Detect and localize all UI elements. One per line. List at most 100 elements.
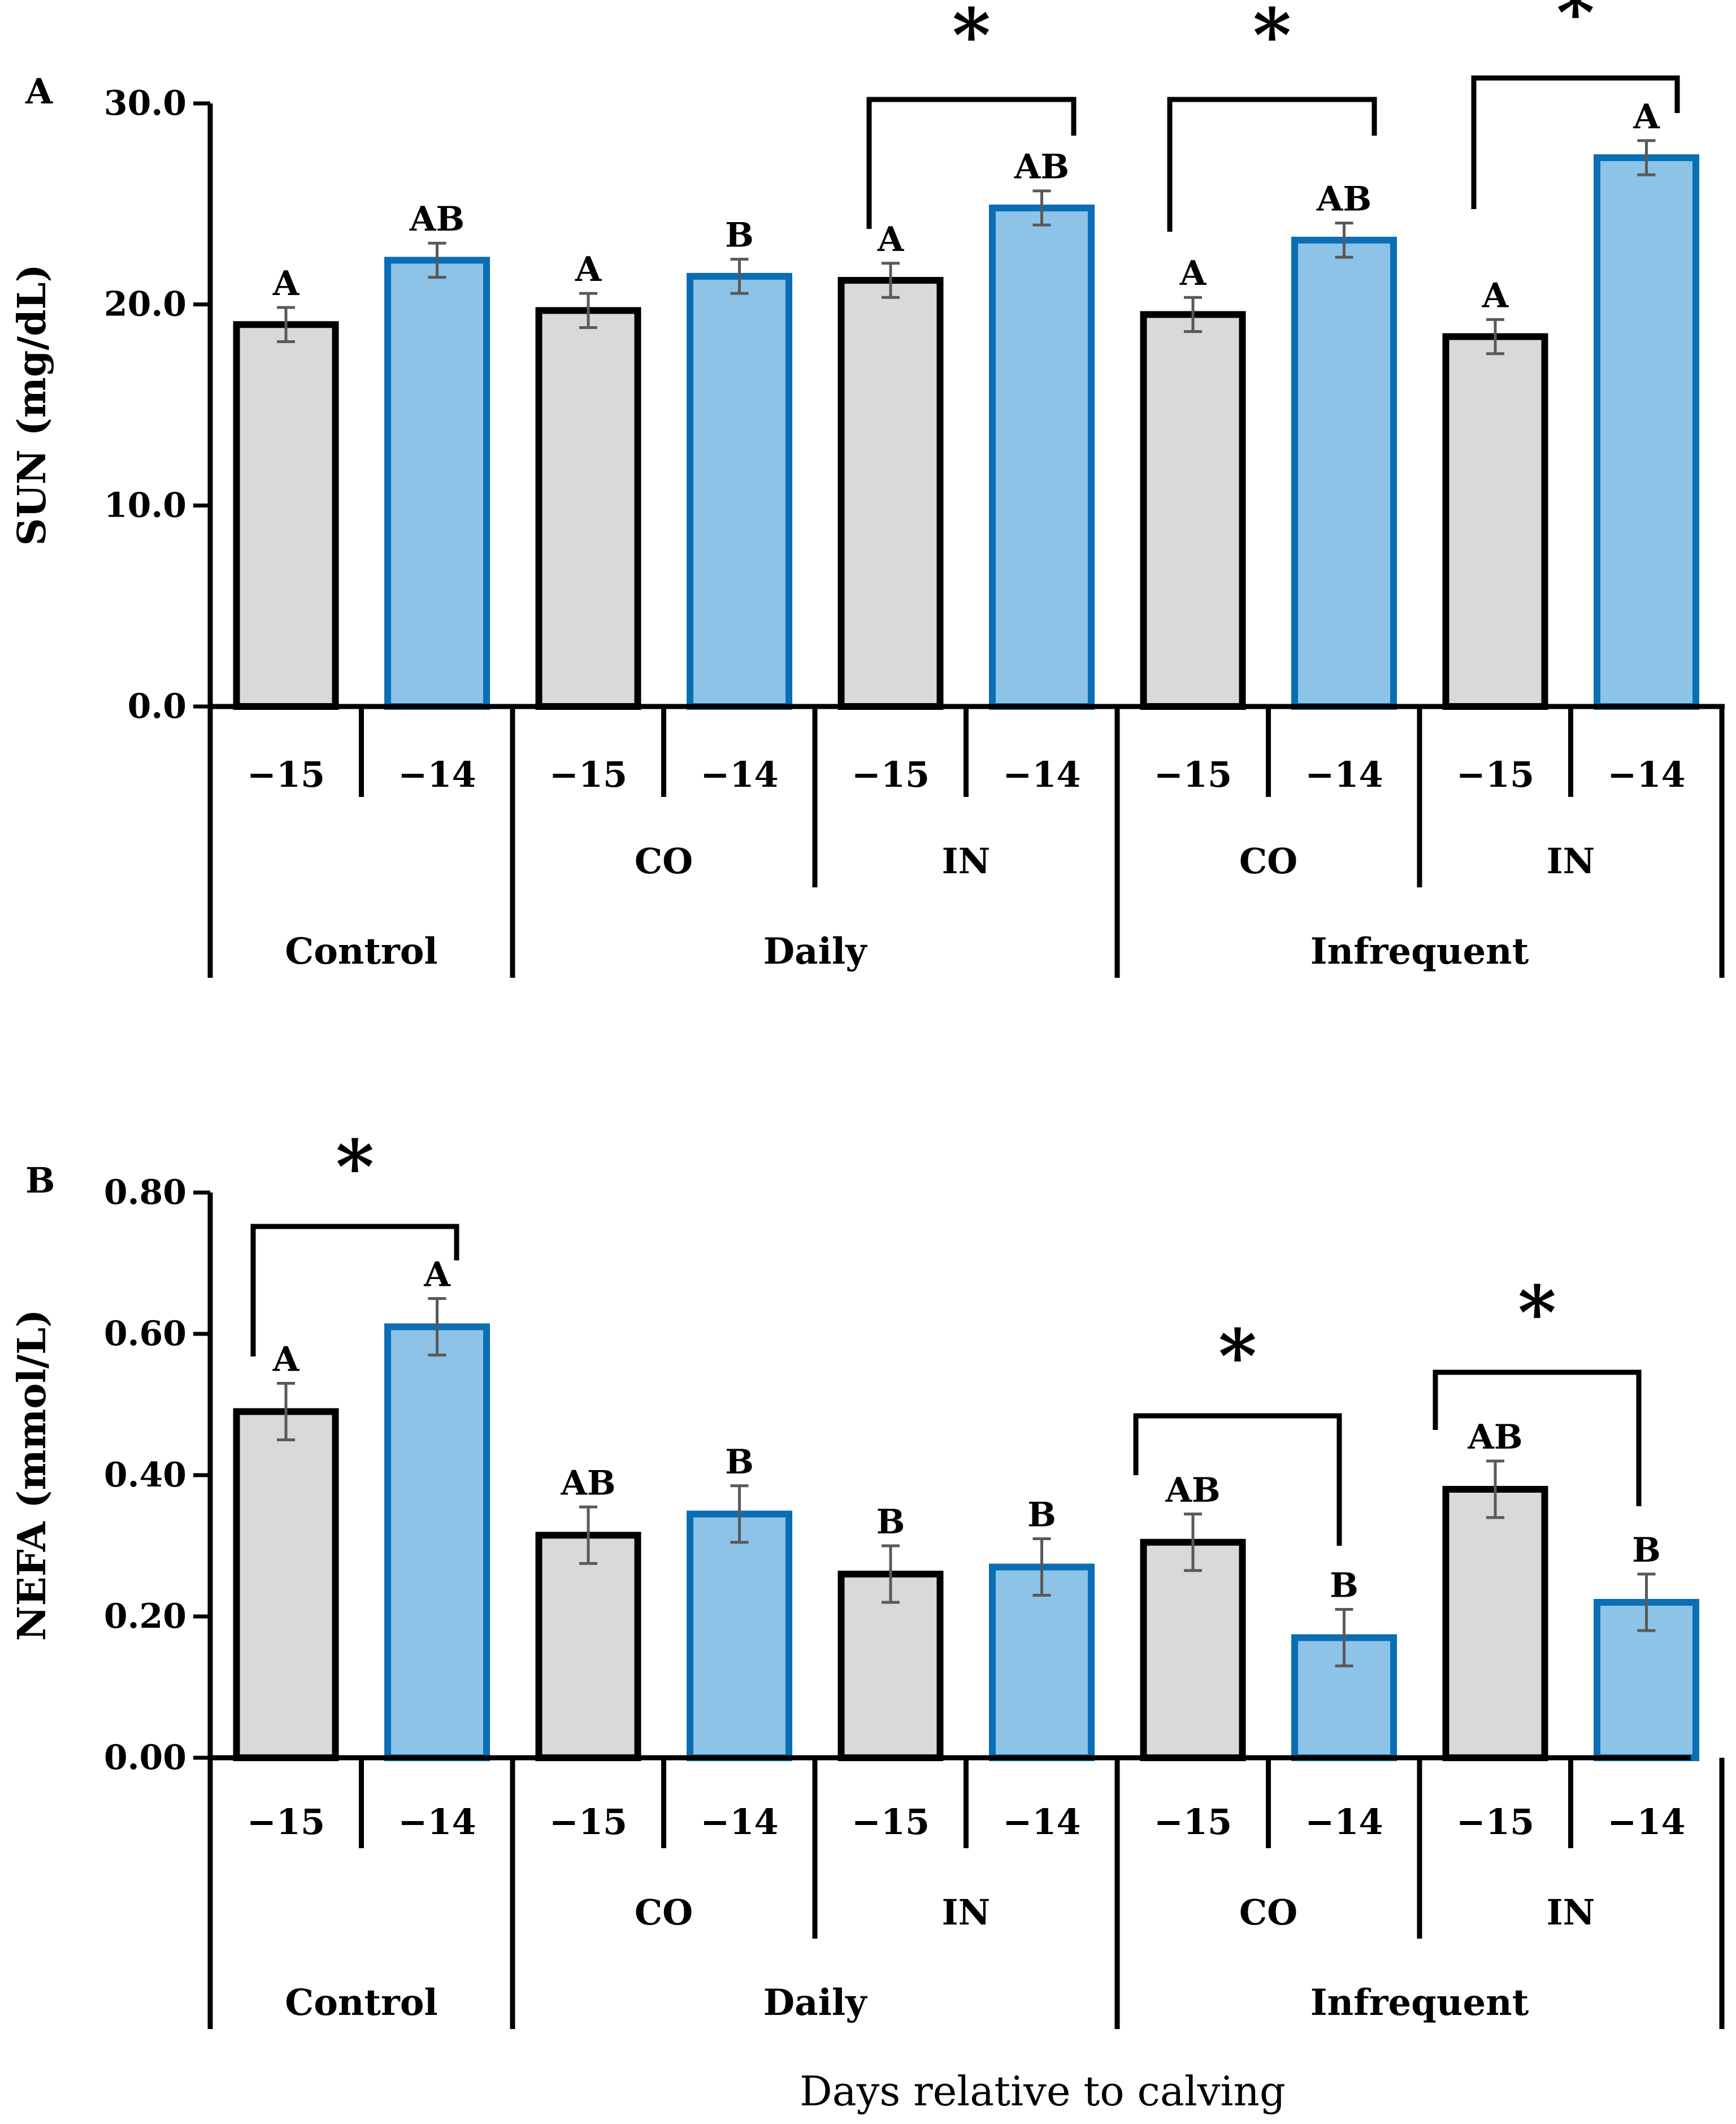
y-axis-label: NEFA (mmol/L) xyxy=(10,1310,55,1641)
group-label: Control xyxy=(285,1982,437,2024)
bar-letter: AB xyxy=(409,200,465,239)
panel-label: B xyxy=(25,1160,55,1201)
bar-letter: A xyxy=(1482,276,1509,315)
x-tick-label: −14 xyxy=(1002,754,1080,795)
y-tick-label: 0.0 xyxy=(128,687,186,726)
group-label: Control xyxy=(285,930,437,973)
x-tick-label: −14 xyxy=(700,754,778,795)
significance-bracket xyxy=(1471,75,1680,209)
y-tick-label: 10.0 xyxy=(104,486,186,525)
y-tick-label: 0.00 xyxy=(104,1738,186,1778)
x-tick-label: −15 xyxy=(1154,754,1232,795)
significance-bracket xyxy=(1167,97,1377,232)
bar xyxy=(687,1510,792,1761)
subgroup-label: IN xyxy=(942,840,991,882)
bar-letter: AB xyxy=(1467,1418,1522,1457)
group-label: Daily xyxy=(763,1982,868,2024)
subgroup-label: CO xyxy=(635,840,693,882)
y-tick-label: 0.20 xyxy=(104,1597,186,1636)
bar-letter: AB xyxy=(1014,148,1069,187)
x-tick-label: −14 xyxy=(700,1801,778,1843)
panel-label: A xyxy=(25,71,53,112)
subgroup-label: IN xyxy=(1547,840,1595,882)
bar xyxy=(384,257,490,710)
bar xyxy=(1594,154,1699,710)
bar-letter: AB xyxy=(1316,180,1372,219)
x-tick-label: −14 xyxy=(398,754,476,795)
x-tick-label: −15 xyxy=(1154,1801,1232,1843)
bar-letter: B xyxy=(1330,1566,1359,1606)
bar xyxy=(1291,236,1397,710)
subgroup-label: CO xyxy=(1239,840,1297,882)
x-tick-label: −14 xyxy=(398,1801,476,1843)
bar-letter: A xyxy=(1179,254,1207,293)
significance-star: * xyxy=(1218,1313,1257,1399)
bar xyxy=(1442,1486,1548,1761)
bar-letter: A xyxy=(272,1340,300,1380)
bar-letter: B xyxy=(1632,1531,1661,1570)
bar xyxy=(233,321,339,710)
group-label: Daily xyxy=(763,930,868,973)
bar xyxy=(233,1408,339,1761)
bar xyxy=(1594,1599,1699,1761)
x-tick-label: −15 xyxy=(247,1801,325,1843)
bar-letter: B xyxy=(1027,1496,1056,1535)
y-tick-label: 30.0 xyxy=(104,84,186,123)
x-tick-label: −15 xyxy=(549,754,627,795)
significance-bracket xyxy=(1433,1369,1642,1506)
significance-star: * xyxy=(952,0,991,79)
x-tick-label: −15 xyxy=(852,754,930,795)
group-label: Infrequent xyxy=(1310,930,1529,973)
bar-letter: A xyxy=(423,1255,451,1295)
bar xyxy=(1140,311,1246,710)
subgroup-label: IN xyxy=(1547,1892,1595,1933)
significance-bracket xyxy=(866,97,1077,229)
x-tick-label: −14 xyxy=(1305,754,1383,795)
subgroup-label: CO xyxy=(635,1892,693,1933)
bar-letter: AB xyxy=(560,1463,615,1503)
y-tick-label: 0.80 xyxy=(104,1173,186,1212)
bar-letter: A xyxy=(272,264,300,304)
significance-star: * xyxy=(1556,0,1595,56)
bar xyxy=(837,276,944,710)
bar xyxy=(535,1532,641,1761)
bar-letter: A xyxy=(1633,97,1660,137)
x-axis-label: Days relative to calving xyxy=(800,2067,1286,2115)
x-tick-label: −14 xyxy=(1607,754,1685,795)
x-tick-label: −15 xyxy=(1456,1801,1534,1843)
x-tick-label: −14 xyxy=(1607,1801,1685,1843)
bar xyxy=(989,204,1095,710)
x-tick-label: −15 xyxy=(852,1801,930,1843)
bar xyxy=(535,307,641,710)
x-tick-label: −15 xyxy=(1456,754,1534,795)
x-tick-label: −14 xyxy=(1002,1801,1080,1843)
bar xyxy=(687,272,792,710)
y-tick-label: 0.60 xyxy=(104,1314,186,1354)
panel-b-chart: B NEFA (mmol/L) 0.00 0.20 0.40 0.60 0.80 A −15 A −… xyxy=(10,1124,1725,2029)
bar-letter: B xyxy=(725,216,754,255)
bar-letter: AB xyxy=(1165,1471,1220,1510)
bar xyxy=(1442,333,1548,710)
bar-letter: B xyxy=(725,1442,754,1482)
bar xyxy=(1140,1538,1246,1761)
significance-star: * xyxy=(1518,1269,1556,1356)
significance-bracket xyxy=(1133,1413,1342,1546)
bar xyxy=(384,1323,490,1761)
bar-letter: B xyxy=(876,1502,905,1542)
x-tick-label: −15 xyxy=(549,1801,627,1843)
subgroup-label: IN xyxy=(942,1892,991,1933)
bar-letter: A xyxy=(575,250,602,289)
x-tick-label: −15 xyxy=(247,754,325,795)
bar-letter: A xyxy=(877,220,905,259)
x-tick-label: −14 xyxy=(1305,1801,1383,1843)
significance-star: * xyxy=(1253,0,1291,79)
y-tick-label: 0.40 xyxy=(104,1455,186,1495)
group-label: Infrequent xyxy=(1310,1982,1529,2024)
subgroup-label: CO xyxy=(1239,1892,1297,1933)
y-axis-label: SUN (mg/dL) xyxy=(10,264,55,545)
y-tick-label: 20.0 xyxy=(104,285,186,324)
significance-star: * xyxy=(336,1124,374,1210)
significance-bracket xyxy=(250,1224,459,1356)
